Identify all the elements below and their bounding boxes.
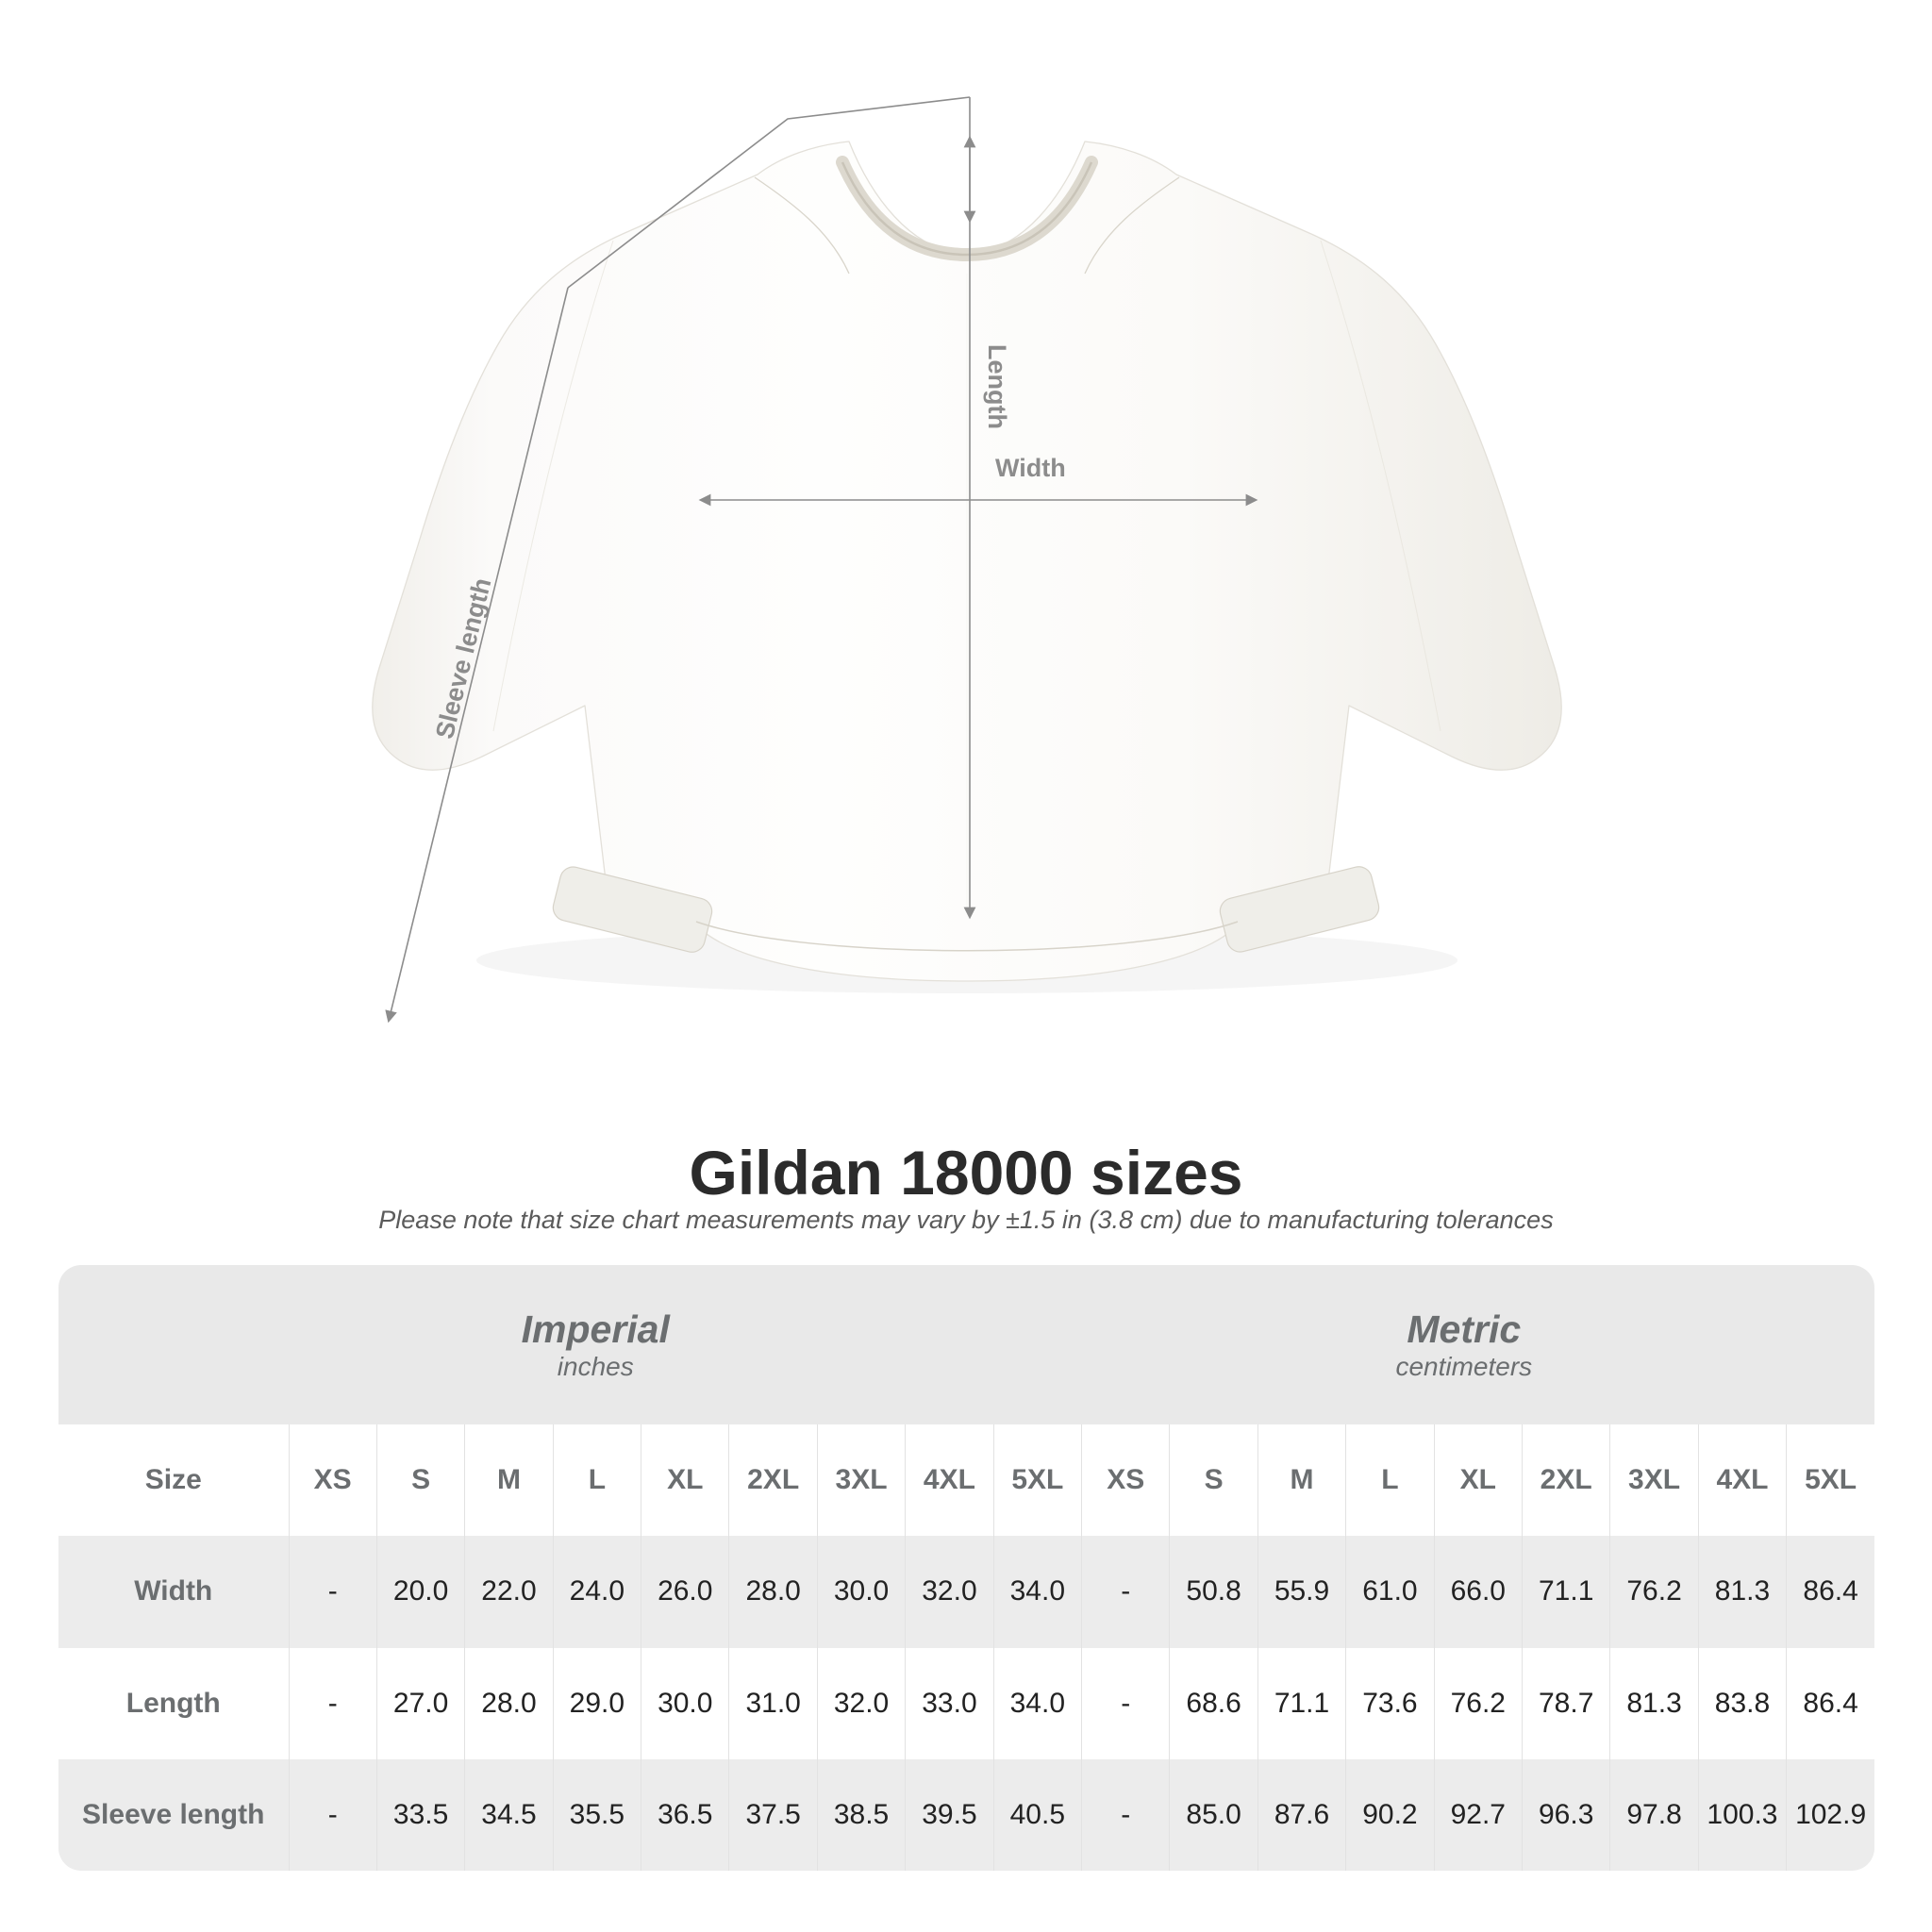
svg-text:Length: Length bbox=[983, 344, 1011, 429]
svg-text:Width: Width bbox=[995, 454, 1066, 482]
